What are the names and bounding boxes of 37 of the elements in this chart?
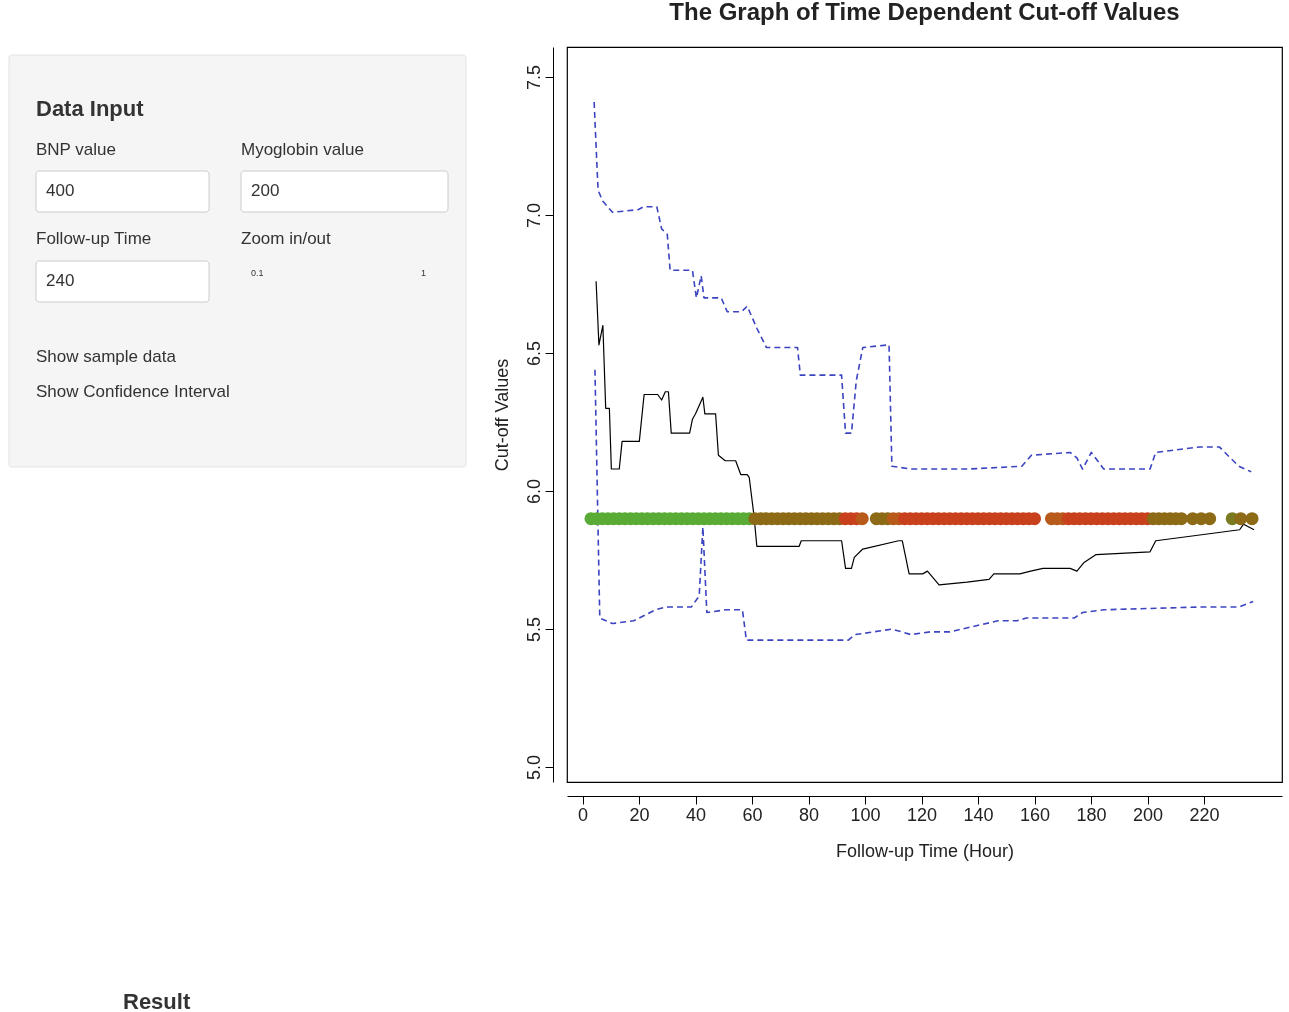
text: 0.1 (251, 268, 264, 278)
x-tick-label: 60 (742, 804, 763, 825)
y-tick-label: 6.5 (523, 341, 544, 367)
y-tick-label: 5.5 (523, 617, 544, 643)
text: 240 (46, 271, 75, 290)
text: Show Confidence Interval (36, 382, 230, 401)
x-axis-title: Follow-up Time (Hour) (835, 840, 1015, 861)
text: Result (123, 989, 191, 1012)
x-tick-label: 120 (907, 804, 938, 825)
y-tick-label: 5.0 (523, 755, 544, 781)
text: 400 (46, 181, 75, 200)
x-tick-label: 160 (1020, 804, 1051, 825)
x-tick-label: 0 (578, 804, 589, 825)
chart-title: The Graph of Time Dependent Cut-off Values (669, 0, 1180, 25)
text: 200 (251, 181, 280, 200)
text: 1 (421, 268, 427, 278)
text: Myoglobin value (241, 140, 364, 159)
y-axis-title: Cut-off Values (491, 358, 512, 472)
x-tick-label: 80 (799, 804, 820, 825)
x-tick-label: 140 (963, 804, 994, 825)
text: BNP value (36, 140, 117, 159)
x-tick-label: 40 (686, 804, 707, 825)
text: Zoom in/out (241, 229, 332, 248)
x-tick-label: 220 (1189, 804, 1220, 825)
line-series (594, 368, 1254, 641)
text: Follow-up Time (36, 229, 152, 248)
text: Show sample data (36, 347, 177, 366)
y-tick-label: 7.5 (523, 65, 544, 91)
x-tick-label: 180 (1076, 804, 1107, 825)
y-tick-label: 7.0 (523, 203, 544, 229)
x-tick-label: 200 (1133, 804, 1164, 825)
x-tick-label: 100 (850, 804, 881, 825)
x-tick-label: 20 (629, 804, 650, 825)
line-series (593, 101, 1253, 473)
text: Data Input (36, 96, 145, 121)
line-series (595, 280, 1255, 586)
y-tick-label: 6.0 (523, 479, 544, 505)
